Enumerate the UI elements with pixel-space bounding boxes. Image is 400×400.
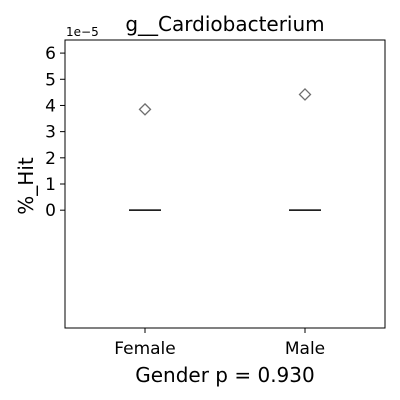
y-tick-label: 0	[45, 201, 56, 221]
x-tick-label: Male	[285, 339, 325, 359]
x-axis-ticks: Female Male	[114, 328, 325, 359]
plot-area	[64, 39, 386, 329]
chart-title: g__Cardiobacterium	[125, 12, 324, 36]
y-tick-label: 3	[45, 123, 56, 143]
plot-frame	[64, 39, 386, 329]
y-axis-ticks: 0 1 2 3 4 5 6	[45, 44, 65, 221]
y-axis-label: %_Hit	[14, 157, 38, 215]
y-tick-label: 6	[45, 44, 56, 64]
outlier-point	[138, 102, 152, 116]
y-tick-label: 1	[45, 175, 56, 195]
y-tick-label: 2	[45, 149, 56, 169]
x-tick-label: Female	[114, 339, 175, 359]
outlier-point	[298, 88, 312, 101]
y-tick-label: 5	[45, 70, 56, 90]
y-scale-label: 1e−5	[66, 25, 99, 39]
y-tick-label: 4	[45, 96, 56, 116]
data-marks	[129, 88, 321, 211]
x-axis-label: Gender p = 0.930	[135, 363, 314, 387]
